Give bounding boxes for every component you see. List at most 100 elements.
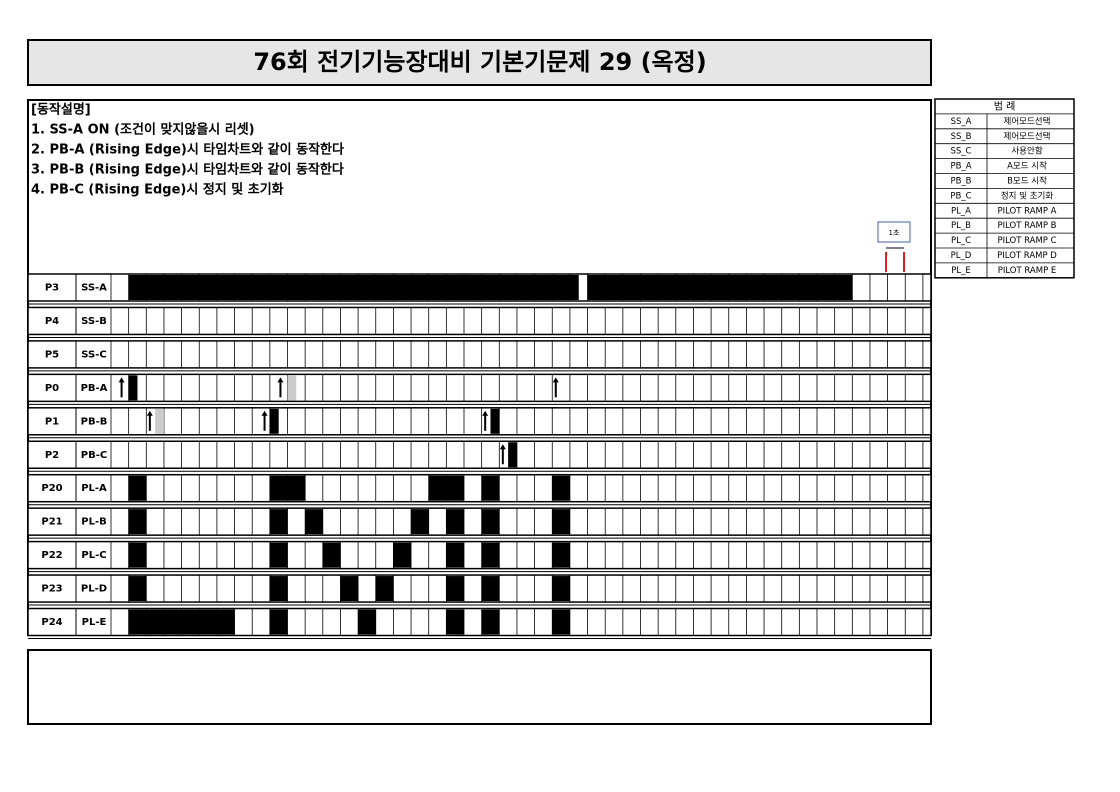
- pulse-gray: [155, 408, 164, 434]
- desc-heading: [동작설명]: [31, 102, 91, 118]
- signal: PB-A: [81, 383, 108, 394]
- port: P2: [45, 450, 59, 461]
- row-frame: [27, 507, 932, 536]
- port: P3: [45, 283, 59, 294]
- signal: PB-C: [81, 450, 107, 461]
- pulse: [128, 542, 147, 568]
- pulse: [128, 576, 147, 602]
- signal: PL-D: [81, 584, 107, 595]
- title-box: [27, 39, 932, 86]
- pulse: [552, 509, 570, 535]
- pulse: [481, 509, 500, 535]
- edge-head: [499, 444, 506, 450]
- title: 76회 전기기능장대비 기본기문제 29 (옥정): [253, 48, 706, 76]
- legend-code: PB_A: [950, 162, 971, 172]
- pulse: [428, 475, 464, 501]
- edge-head: [482, 410, 489, 416]
- edge-head: [552, 377, 559, 383]
- pulse: [269, 576, 288, 602]
- signal: SS-A: [81, 283, 107, 294]
- pulse: [446, 609, 464, 635]
- legend-code: PB_C: [950, 191, 971, 201]
- pulse-gray: [287, 375, 297, 401]
- legend-desc: B모드 시작: [1007, 175, 1047, 186]
- pulse: [358, 609, 376, 635]
- legend-desc: PILOT RAMP C: [997, 236, 1056, 246]
- signal: SS-B: [81, 316, 107, 327]
- pulse: [481, 542, 500, 568]
- pulse: [340, 576, 359, 602]
- row-frame: [27, 473, 932, 503]
- pulse: [552, 475, 570, 501]
- signal: PL-E: [82, 617, 107, 628]
- pulse: [269, 408, 279, 434]
- pulse: [128, 509, 147, 535]
- legend-desc: 제어모드선택: [1004, 116, 1051, 127]
- edge-head: [118, 377, 125, 383]
- pulse: [446, 576, 464, 602]
- desc-item: 4. PB-C (Rising Edge)시 정지 및 초기화: [31, 182, 284, 198]
- pulse: [552, 609, 570, 635]
- legend-desc: PILOT RAMP B: [997, 221, 1056, 231]
- pulse: [269, 542, 288, 568]
- port: P5: [45, 349, 59, 360]
- legend-code: PL_C: [951, 236, 971, 246]
- legend-desc: PILOT RAMP D: [997, 251, 1057, 261]
- pulse: [552, 542, 570, 568]
- pulse: [375, 576, 394, 602]
- pulse: [305, 509, 323, 535]
- legend-code: PL_A: [951, 206, 971, 216]
- port: P23: [41, 584, 62, 595]
- row-frame: [27, 340, 932, 369]
- pulse: [269, 609, 288, 635]
- pulse: [481, 609, 500, 635]
- signal: PL-B: [81, 517, 106, 528]
- pulse: [269, 475, 306, 501]
- edge-head: [277, 377, 284, 383]
- legend-code: PB_B: [950, 176, 971, 186]
- row-frame: [27, 574, 932, 603]
- pulse: [128, 275, 579, 300]
- legend-code: SS_A: [951, 117, 972, 127]
- pulse: [490, 408, 500, 434]
- legend-desc: A모드 시작: [1007, 161, 1047, 172]
- legend-desc: PILOT RAMP E: [998, 266, 1057, 276]
- desc-item: 2. PB-A (Rising Edge)시 타임차트와 같이 동작한다: [31, 142, 344, 158]
- pulse: [481, 475, 500, 501]
- row-frame: [27, 407, 932, 436]
- port: P22: [41, 550, 62, 561]
- row-frame: [27, 306, 932, 336]
- pulse: [393, 542, 412, 568]
- pulse: [128, 475, 147, 501]
- row-frame: [27, 540, 932, 570]
- port: P1: [45, 416, 59, 427]
- pulse: [411, 509, 429, 535]
- pulse: [446, 542, 464, 568]
- legend-code: SS_B: [951, 132, 972, 142]
- pulse: [481, 576, 500, 602]
- port: P21: [41, 517, 62, 528]
- desc-item: 3. PB-B (Rising Edge)시 타임차트와 같이 동작한다: [31, 162, 344, 178]
- pulse: [508, 442, 517, 468]
- pulse: [552, 576, 570, 602]
- signal: PL-A: [81, 483, 107, 494]
- port: P0: [45, 383, 59, 394]
- pulse: [128, 375, 138, 401]
- signal: SS-C: [81, 349, 106, 360]
- port: P20: [41, 483, 62, 494]
- legend-desc: 사용안함: [1011, 146, 1042, 157]
- desc-item: 1. SS-A ON (조건이 맞지않을시 리셋): [31, 122, 255, 138]
- pulse: [128, 609, 235, 635]
- edge-head: [146, 410, 153, 416]
- scale-label: 1초: [889, 229, 900, 237]
- legend-header: 범 례: [994, 100, 1016, 112]
- scale-box: [877, 221, 911, 243]
- legend-desc: 제어모드선택: [1004, 131, 1051, 142]
- legend-code: SS_C: [951, 147, 972, 157]
- port: P24: [41, 617, 62, 628]
- note-box: [27, 649, 932, 725]
- row-frame: [27, 373, 932, 403]
- pulse: [587, 275, 853, 300]
- row-frame: [27, 440, 932, 469]
